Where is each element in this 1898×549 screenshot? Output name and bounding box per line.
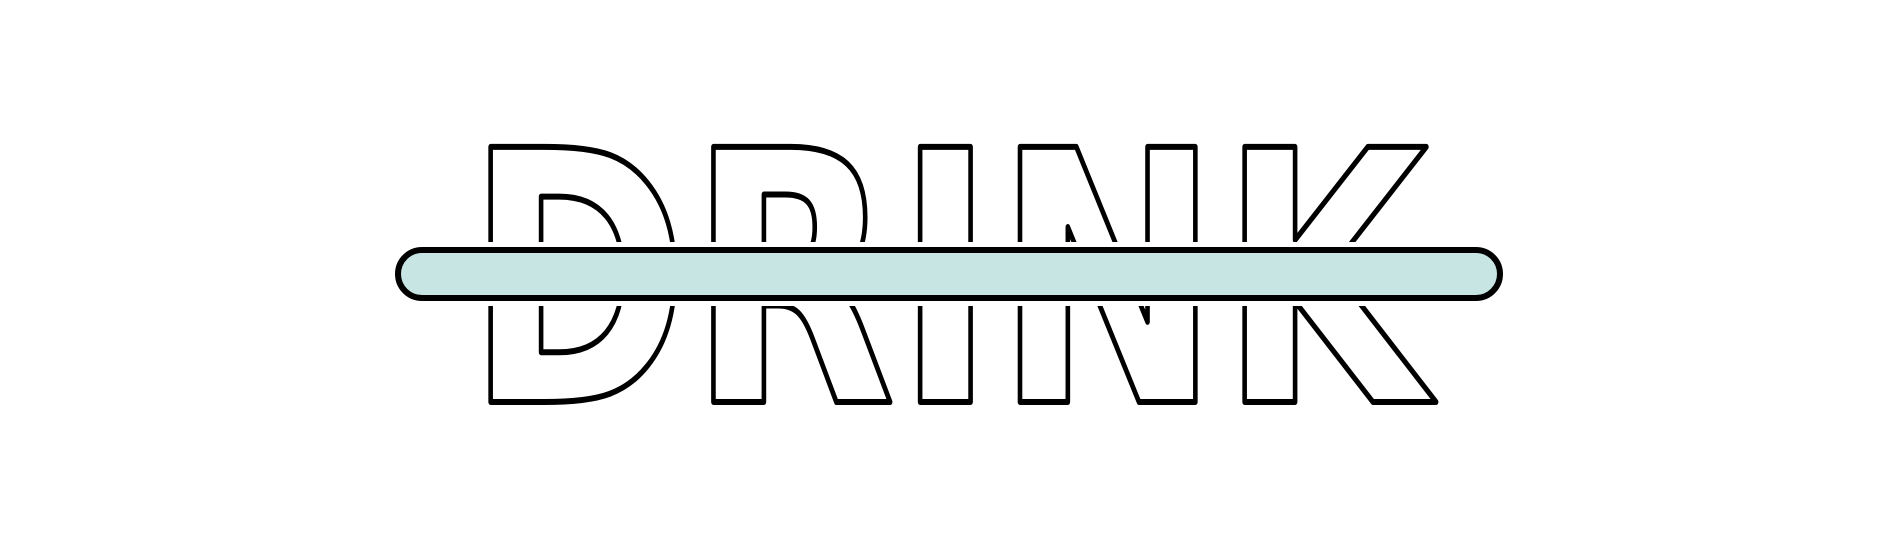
bar	[395, 247, 1503, 301]
